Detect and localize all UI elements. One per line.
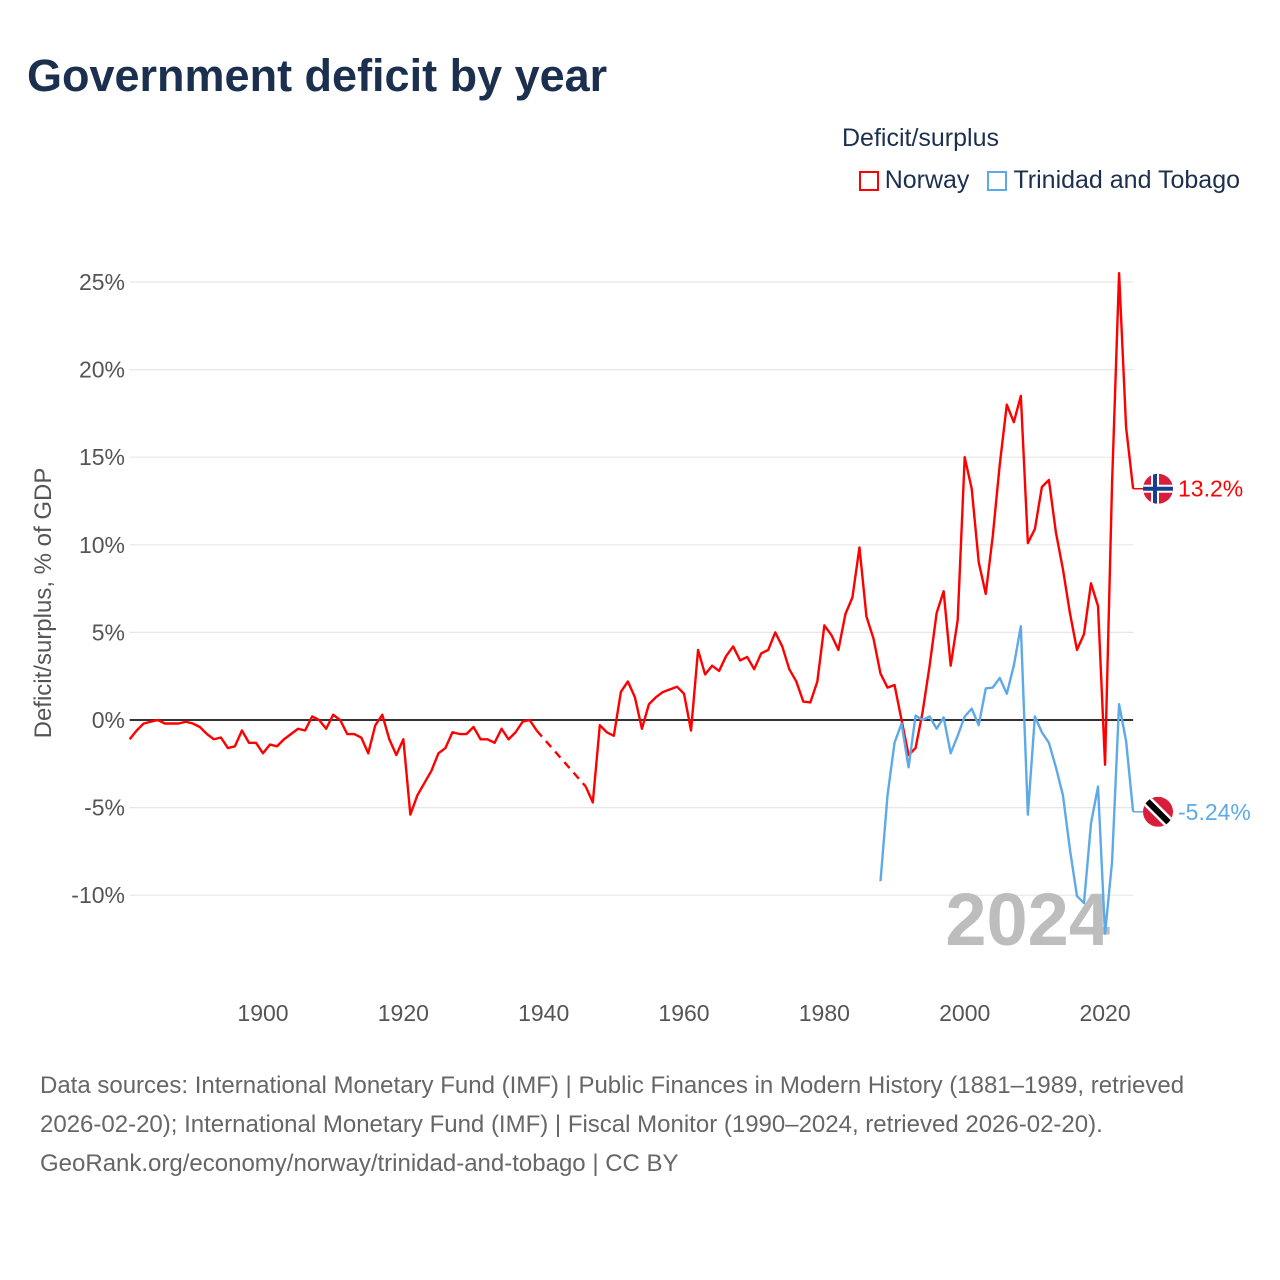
legend-item-trinidad[interactable]: Trinidad and Tobago: [987, 166, 1240, 195]
y-tick-label: 25%: [79, 269, 125, 295]
legend-title: Deficit/surplus: [842, 124, 999, 152]
y-tick-label: -10%: [71, 882, 125, 908]
x-tick-label: 1960: [658, 1000, 709, 1026]
y-tick-label: 5%: [92, 619, 125, 645]
legend-item-norway[interactable]: Norway: [858, 166, 970, 195]
y-axis-label: Deficit/surplus, % of GDP: [30, 468, 57, 739]
series-line-norway: [128, 713, 538, 816]
x-tick-label: 1920: [378, 1000, 429, 1026]
x-tick-label: 1900: [237, 1000, 288, 1026]
y-tick-label: 20%: [79, 357, 125, 383]
page-title: Government deficit by year: [27, 50, 608, 101]
trinidad-flag-icon: [1143, 796, 1173, 827]
footer: Data sources: International Monetary Fun…: [40, 1066, 1240, 1183]
watermark-year: 2024: [945, 878, 1110, 961]
y-tick-label: 15%: [79, 444, 125, 470]
y-tick-label: -5%: [84, 795, 125, 821]
source-link[interactable]: GeoRank.org/economy/norway/trinidad-and-…: [40, 1150, 679, 1177]
legend-label-trinidad: Trinidad and Tobago: [1013, 166, 1240, 194]
legend: Norway Trinidad and Tobago: [858, 166, 1240, 195]
series-line-norway: [584, 272, 1135, 804]
end-value-label-norway: 13.2%: [1178, 476, 1243, 502]
x-tick-label: 1980: [799, 1000, 850, 1026]
x-tick-label: 2020: [1079, 1000, 1130, 1026]
legend-swatch-norway: [858, 170, 879, 191]
legend-swatch-trinidad: [987, 170, 1008, 191]
series-line-trinidad-and-tobago: [879, 625, 1135, 935]
data-sources: Data sources: International Monetary Fun…: [40, 1072, 1185, 1138]
y-tick-label: 0%: [92, 707, 125, 733]
x-tick-label: 2000: [939, 1000, 990, 1026]
x-tick-label: 1940: [518, 1000, 569, 1026]
series-gap-norway: [535, 729, 587, 788]
legend-label-norway: Norway: [884, 166, 970, 194]
norway-flag-icon: [1143, 473, 1173, 504]
y-tick-label: 10%: [79, 532, 125, 558]
end-value-label-trinidad-and-tobago: -5.24%: [1178, 799, 1251, 825]
